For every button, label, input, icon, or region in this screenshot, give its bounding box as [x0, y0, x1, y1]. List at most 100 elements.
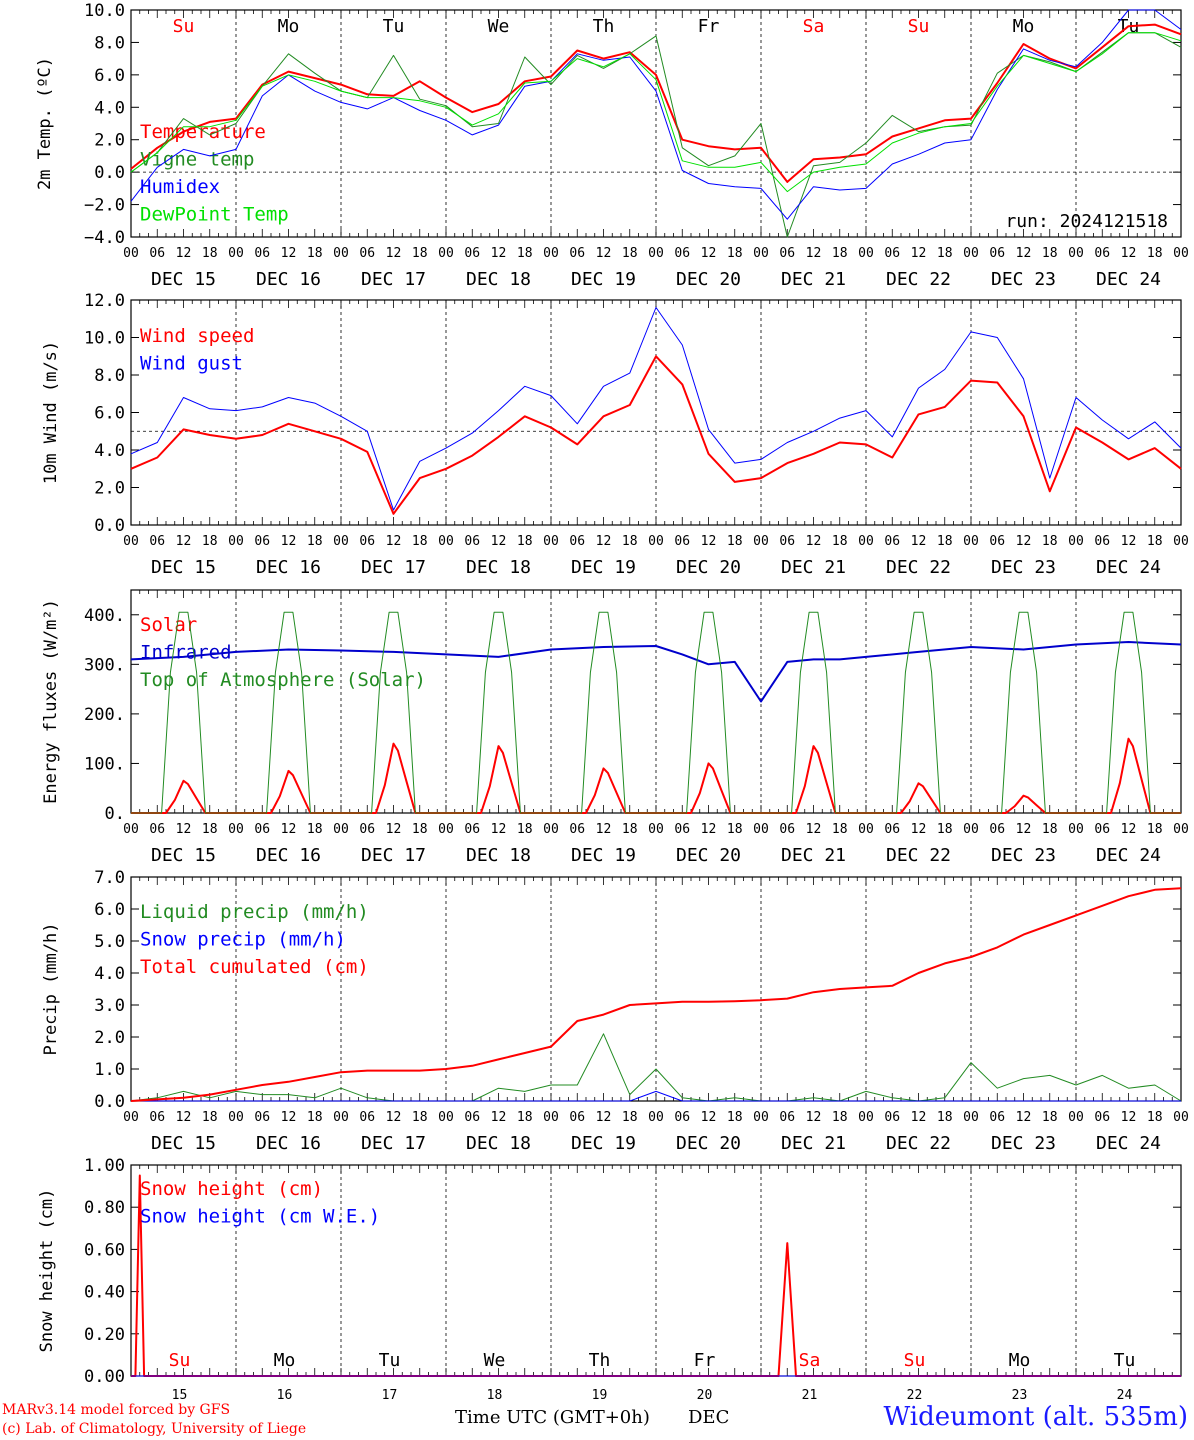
date-label: DEC 22: [886, 1133, 951, 1154]
date-label: DEC 15: [151, 557, 216, 578]
y-tick-label: 4.0: [94, 98, 125, 118]
hour-tick-label: 06: [884, 1110, 900, 1125]
y-tick-label: 2.0: [94, 1028, 125, 1048]
hour-tick-label: 06: [779, 534, 795, 549]
hour-tick-label: 06: [1094, 246, 1110, 261]
hour-tick-label: 18: [832, 534, 848, 549]
y-tick-label: 100.: [84, 754, 125, 774]
hour-tick-label: 06: [149, 246, 165, 261]
hour-tick-label: 00: [648, 822, 664, 837]
hour-tick-label: 00: [963, 534, 979, 549]
hour-tick-label: 18: [412, 1110, 428, 1125]
hour-tick-label: 12: [1121, 246, 1137, 261]
day-number-label: 23: [1012, 1388, 1028, 1403]
y-tick-label: 0.20: [84, 1325, 125, 1345]
hour-tick-label: 18: [517, 534, 533, 549]
hour-tick-label: 18: [937, 246, 953, 261]
hour-tick-label: 06: [779, 822, 795, 837]
legend-entry: Wind speed: [140, 325, 254, 347]
hour-tick-label: 18: [727, 534, 743, 549]
y-tick-label: 0.60: [84, 1240, 125, 1260]
hour-tick-label: 00: [1173, 534, 1189, 549]
y-tick-label: 8.0: [94, 33, 125, 53]
date-label: DEC 21: [781, 557, 846, 578]
date-label: DEC 16: [256, 845, 321, 866]
legend-entry: Wind gust: [140, 353, 243, 375]
hour-tick-label: 18: [622, 246, 638, 261]
hour-tick-label: 00: [543, 1110, 559, 1125]
hour-tick-label: 12: [386, 246, 402, 261]
y-tick-label: 6.0: [94, 900, 125, 920]
hour-tick-label: 18: [622, 822, 638, 837]
y-tick-label: 300.: [84, 655, 125, 675]
hour-tick-label: 18: [622, 534, 638, 549]
hour-tick-label: 06: [674, 534, 690, 549]
hour-tick-label: 06: [149, 534, 165, 549]
series-line-wind-gust: [130, 307, 1182, 511]
date-label: DEC 15: [151, 269, 216, 290]
hour-tick-label: 00: [333, 246, 349, 261]
legend-entry: Liquid precip (mm/h): [140, 901, 369, 923]
hour-tick-label: 00: [1068, 1110, 1084, 1125]
date-label: DEC 19: [571, 557, 636, 578]
hour-tick-label: 12: [491, 534, 507, 549]
hour-tick-label: 00: [228, 822, 244, 837]
y-tick-label: 4.0: [94, 441, 125, 461]
hour-tick-label: 18: [307, 1110, 323, 1125]
hour-tick-label: 00: [228, 1110, 244, 1125]
day-name-label: Th: [589, 1350, 611, 1371]
date-label: DEC 22: [886, 269, 951, 290]
hour-tick-label: 12: [1121, 822, 1137, 837]
hour-tick-label: 06: [359, 822, 375, 837]
model-credit: MARv3.14 model forced by GFS: [2, 1402, 231, 1418]
date-label: DEC 22: [886, 845, 951, 866]
date-label: DEC 21: [781, 1133, 846, 1154]
hour-tick-label: 06: [569, 534, 585, 549]
hour-tick-label: 00: [438, 246, 454, 261]
hour-tick-label: 12: [386, 534, 402, 549]
panel-1: −4.0 −2.0 0.0 2.0 4.0 6.0 8.0 10.0 2m Temp. (ºC)…: [35, 1, 1189, 290]
hour-tick-label: 18: [412, 534, 428, 549]
y-tick-label: 2.0: [94, 131, 125, 151]
hour-tick-label: 06: [464, 1110, 480, 1125]
hour-tick-label: 18: [1042, 822, 1058, 837]
hour-tick-label: 18: [727, 822, 743, 837]
hour-tick-label: 00: [1068, 534, 1084, 549]
date-label: DEC 17: [361, 1133, 426, 1154]
date-label: DEC 23: [991, 1133, 1056, 1154]
hour-tick-label: 00: [858, 534, 874, 549]
series-line-snow-precip-mm-h-: [131, 1090, 1181, 1102]
series-line-vigne-temp: [130, 32, 1182, 238]
y-tick-label: 0.0: [94, 163, 125, 183]
date-label: DEC 21: [781, 845, 846, 866]
day-number-label: 19: [592, 1388, 608, 1403]
hour-tick-label: 18: [307, 822, 323, 837]
hour-tick-label: 12: [701, 1110, 717, 1125]
y-tick-label: 1.0: [94, 1060, 125, 1080]
day-number-label: 20: [697, 1388, 713, 1403]
hour-tick-label: 12: [1016, 822, 1032, 837]
hour-tick-label: 00: [543, 822, 559, 837]
legend-entry: Infrared: [140, 642, 232, 664]
day-name-label: Su: [169, 1350, 191, 1371]
date-label: DEC 24: [1096, 1133, 1161, 1154]
hour-tick-label: 00: [1173, 246, 1189, 261]
hour-tick-label: 18: [1147, 246, 1163, 261]
day-name-label: Sa: [799, 1350, 821, 1371]
date-label: DEC 20: [676, 269, 741, 290]
hour-tick-label: 00: [438, 822, 454, 837]
date-label: DEC 18: [466, 557, 531, 578]
hour-tick-label: 00: [123, 822, 139, 837]
hour-tick-label: 00: [123, 534, 139, 549]
y-tick-label: 0.80: [84, 1198, 125, 1218]
date-label: DEC 18: [466, 269, 531, 290]
hour-tick-label: 06: [254, 246, 270, 261]
day-name-label: Sa: [803, 16, 825, 37]
hour-tick-label: 00: [648, 534, 664, 549]
hour-tick-label: 12: [701, 534, 717, 549]
hour-tick-label: 18: [517, 246, 533, 261]
hour-tick-label: 00: [963, 246, 979, 261]
date-label: DEC 24: [1096, 269, 1161, 290]
panel-3: 0. 100. 200. 300. 400. Energy fluxes (W/m²) 00…: [41, 589, 1189, 866]
hour-tick-label: 18: [832, 1110, 848, 1125]
